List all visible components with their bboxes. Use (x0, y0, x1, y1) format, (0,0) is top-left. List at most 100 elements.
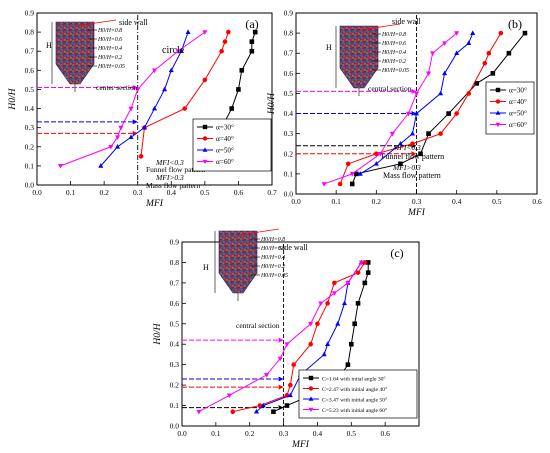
data-point (405, 111, 411, 117)
data-point (418, 151, 423, 157)
legend-marker (202, 124, 208, 130)
annotation-text: circle (162, 45, 185, 56)
data-point (325, 301, 330, 306)
data-point (409, 130, 416, 136)
legend-label: C=2.47 with initial angle 40° (322, 386, 387, 393)
data-point (98, 163, 104, 168)
side-wall-arrow (75, 19, 117, 27)
chart-panel-c: 0.0 0.1 0.2 0.3 0.4 0.5 0.6 0.0 0.1 0.2 0.3 0.4 0.5 0… (153, 228, 420, 450)
legend-marker (495, 122, 501, 128)
height-level-label: H0/H=0.05 (97, 64, 125, 70)
y-tick-label: 0.9 (170, 238, 180, 247)
x-tick-label: 0.6 (380, 429, 390, 438)
data-point (498, 30, 504, 36)
annotation-text: MFI>0.3 (155, 173, 184, 182)
silo-inset: H0/H=0.8 H0/H=0.6 H0/H=0.4 H0/H=0.2 H0/H=0.0… (335, 23, 409, 96)
data-point (349, 181, 355, 187)
data-point (284, 342, 290, 347)
legend: C=1.64 with intial angle 30° C=2.47 with … (298, 369, 418, 419)
annotation-text: side wall (119, 18, 148, 27)
y-axis-label: H0/H (267, 92, 277, 115)
y-tick-label: 0.6 (170, 299, 180, 308)
legend-marker (202, 159, 208, 165)
data-point (335, 321, 341, 326)
legend-marker (202, 136, 208, 141)
data-point (288, 382, 293, 388)
data-point (345, 281, 351, 286)
data-point (355, 301, 361, 306)
series-line (339, 32, 502, 185)
plot-frame (181, 241, 420, 427)
legend-marker (308, 396, 314, 401)
data-point (128, 106, 134, 112)
height-level-label: H0/H=0.4 (97, 45, 122, 52)
height-level-label: H0/H=0.2 (260, 264, 285, 270)
data-point (365, 260, 371, 265)
data-point (337, 181, 343, 187)
data-point (257, 403, 263, 408)
arrow-head (132, 119, 138, 125)
panel-label: (a) (245, 17, 258, 31)
data-point (108, 144, 114, 150)
data-point (118, 125, 124, 131)
data-point (253, 408, 260, 414)
data-point (357, 171, 363, 176)
series-line (198, 262, 362, 413)
legend-label: α=40° (509, 98, 527, 106)
data-point (345, 362, 351, 367)
arrow-head (278, 337, 284, 343)
data-point (325, 341, 331, 347)
y-tick-label: 0.8 (284, 29, 294, 38)
y-tick-label: 0.9 (25, 9, 35, 18)
annotation-text: Mass flow pattern (146, 181, 200, 190)
data-point (162, 86, 168, 92)
y-tick-label: 0.3 (284, 129, 294, 138)
data-point (353, 171, 359, 177)
legend: α=30° α=40° α=50° α=60° (192, 118, 272, 172)
y-tick-label: 0.8 (170, 258, 180, 267)
y-axis-label: H0/H (8, 87, 18, 110)
y-tick-label: 0.7 (25, 47, 35, 56)
x-tick-label: 0.0 (32, 188, 42, 197)
data-point (331, 291, 337, 296)
y-tick-label: 0.1 (170, 401, 180, 410)
arrow-head (411, 88, 417, 94)
annotation-text: side wall (392, 17, 421, 26)
y-tick-label: 0.0 (170, 422, 180, 431)
annotation-text: central section (368, 84, 412, 93)
panel-label: (b) (508, 17, 522, 31)
height-level-label: H0/H=0.05 (381, 68, 409, 74)
data-point (239, 68, 245, 73)
data-point (178, 48, 184, 54)
x-tick-label: 0.6 (532, 197, 542, 206)
data-point (202, 77, 208, 83)
y-tick-label: 0.9 (284, 9, 294, 18)
arrow-head (278, 376, 284, 382)
legend-label: α=50° (216, 147, 234, 155)
data-point (260, 402, 266, 408)
arrow-head (132, 85, 138, 91)
data-point (115, 135, 121, 140)
height-level-label: H0/H=0.8 (260, 237, 285, 243)
data-point (151, 105, 158, 111)
data-point (522, 30, 528, 36)
x-axis-label: MFI (145, 199, 164, 209)
data-point (138, 154, 144, 159)
data-point (365, 270, 371, 275)
silo-inset: H0/H=0.8 H0/H=0.6 H0/H=0.4 H0/H=0.2 H0/H=0.0… (51, 19, 125, 92)
height-level-label: H0/H=0.6 (97, 37, 122, 43)
x-tick-label: 0.2 (372, 197, 382, 206)
data-point (348, 341, 354, 347)
data-point (474, 81, 480, 86)
data-point (442, 70, 448, 76)
annotation-text: side wall (279, 243, 308, 252)
data-point (466, 40, 472, 46)
arrow-head (411, 151, 417, 157)
silo-image (218, 230, 258, 294)
side-wall-arrow (238, 228, 280, 236)
y-tick-label: 0.8 (25, 28, 35, 37)
data-point (271, 409, 276, 414)
data-point (196, 409, 202, 415)
legend-label: α=60° (216, 158, 234, 166)
y-tick-label: 0.7 (284, 49, 294, 58)
